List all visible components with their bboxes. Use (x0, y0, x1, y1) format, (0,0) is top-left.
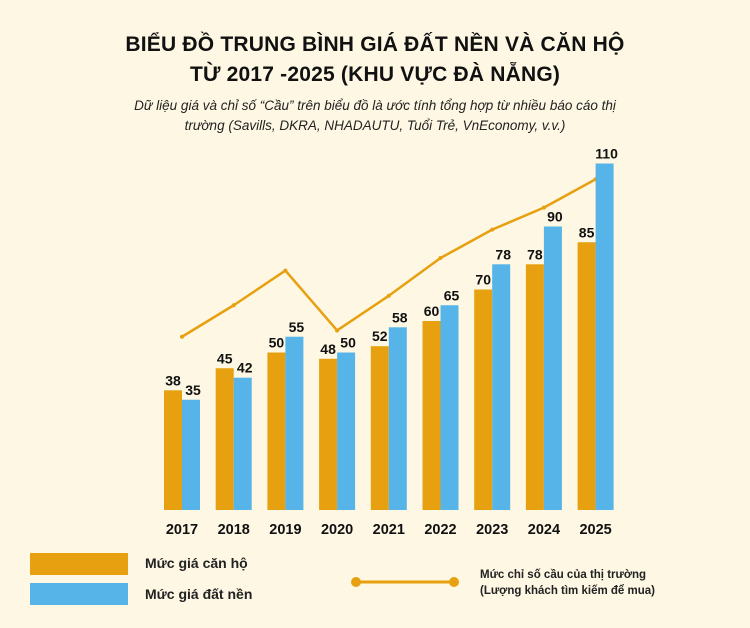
label-apartment-2020: 48 (320, 341, 336, 357)
bar-land-2024 (543, 226, 562, 510)
legend-label-land: Mức giá đất nền (145, 586, 253, 602)
bar-land-2022 (440, 305, 459, 510)
label-land-2020: 50 (340, 335, 356, 351)
subtitle-line-1: Dữ liệu giá và chỉ số “Cầu” trên biểu đồ… (134, 98, 616, 113)
legend-label-demand: Mức chỉ số cầu của thị trường (Lượng khá… (480, 567, 655, 599)
x-tick-2018: 2018 (218, 522, 250, 538)
label-land-2024: 90 (547, 209, 563, 225)
demand-point-2018 (231, 303, 236, 308)
x-tick-2020: 2020 (321, 522, 353, 538)
demand-point-2019 (283, 268, 288, 273)
bar-apartment-2018 (215, 368, 234, 510)
legend-label-apartment: Mức giá căn hộ (145, 555, 248, 571)
label-land-2023: 78 (495, 246, 511, 262)
label-apartment-2024: 78 (527, 246, 543, 262)
legend-label-demand-line1: Mức chỉ số cầu của thị trường (480, 569, 647, 581)
demand-point-2023 (490, 227, 495, 232)
bar-land-2018 (233, 377, 252, 510)
label-apartment-2025: 85 (579, 224, 595, 240)
bar-apartment-2025 (577, 242, 596, 510)
subtitle-line-2: trường (Savills, DKRA, NHADAUTU, Tuổi Tr… (184, 118, 566, 133)
bar-land-2025 (595, 163, 614, 510)
x-tick-2023: 2023 (476, 522, 508, 538)
legend-line-demand (351, 577, 459, 587)
label-apartment-2023: 70 (475, 272, 491, 288)
x-tick-2024: 2024 (528, 522, 560, 538)
x-tick-2019: 2019 (269, 522, 301, 538)
x-tick-2021: 2021 (373, 522, 405, 538)
label-land-2022: 65 (444, 287, 460, 303)
label-land-2018: 42 (237, 360, 253, 376)
bar-apartment-2021 (370, 346, 389, 510)
chart-title: BIỂU ĐỒ TRUNG BÌNH GIÁ ĐẤT NỀN VÀ CĂN HỘ… (0, 30, 750, 90)
demand-point-2022 (438, 256, 443, 260)
x-tick-2022: 2022 (424, 522, 456, 538)
bar-land-2019 (285, 336, 304, 510)
demand-point-2021 (386, 293, 391, 298)
bar-apartment-2017 (164, 390, 182, 510)
bar-land-2020 (337, 352, 356, 510)
bar-apartment-2023 (474, 289, 493, 510)
demand-point-2017 (180, 334, 184, 339)
bar-land-2023 (492, 264, 511, 510)
bar-apartment-2024 (525, 264, 544, 510)
label-land-2019: 55 (289, 319, 305, 335)
label-apartment-2018: 45 (217, 350, 233, 366)
label-apartment-2019: 50 (269, 335, 285, 351)
title-line-1: BIỂU ĐỒ TRUNG BÌNH GIÁ ĐẤT NỀN VÀ CĂN HỘ (125, 33, 625, 56)
demand-point-2024 (541, 205, 546, 210)
label-land-2021: 58 (392, 309, 408, 325)
label-land-2017: 35 (185, 382, 201, 398)
bar-land-2017 (182, 399, 200, 510)
x-tick-2017: 2017 (166, 522, 198, 538)
bar-apartment-2019 (267, 352, 286, 510)
chart-subtitle: Dữ liệu giá và chỉ số “Cầu” trên biểu đồ… (80, 96, 670, 136)
label-apartment-2021: 52 (372, 328, 388, 344)
label-land-2025: 110 (595, 146, 618, 162)
x-tick-2025: 2025 (579, 522, 611, 538)
title-line-2: TỪ 2017 -2025 (KHU VỰC ĐÀ NẴNG) (189, 63, 561, 86)
bar-apartment-2022 (422, 321, 441, 510)
bar-apartment-2020 (319, 358, 338, 510)
legend-swatch-land (30, 583, 128, 605)
label-apartment-2017: 38 (165, 372, 181, 388)
bar-land-2021 (388, 327, 407, 510)
demand-point-2020 (335, 328, 340, 333)
label-apartment-2022: 60 (424, 303, 440, 319)
legend-swatch-apartment (30, 553, 128, 575)
legend-label-demand-line2: (Lượng khách tìm kiếm để mua) (480, 585, 655, 597)
